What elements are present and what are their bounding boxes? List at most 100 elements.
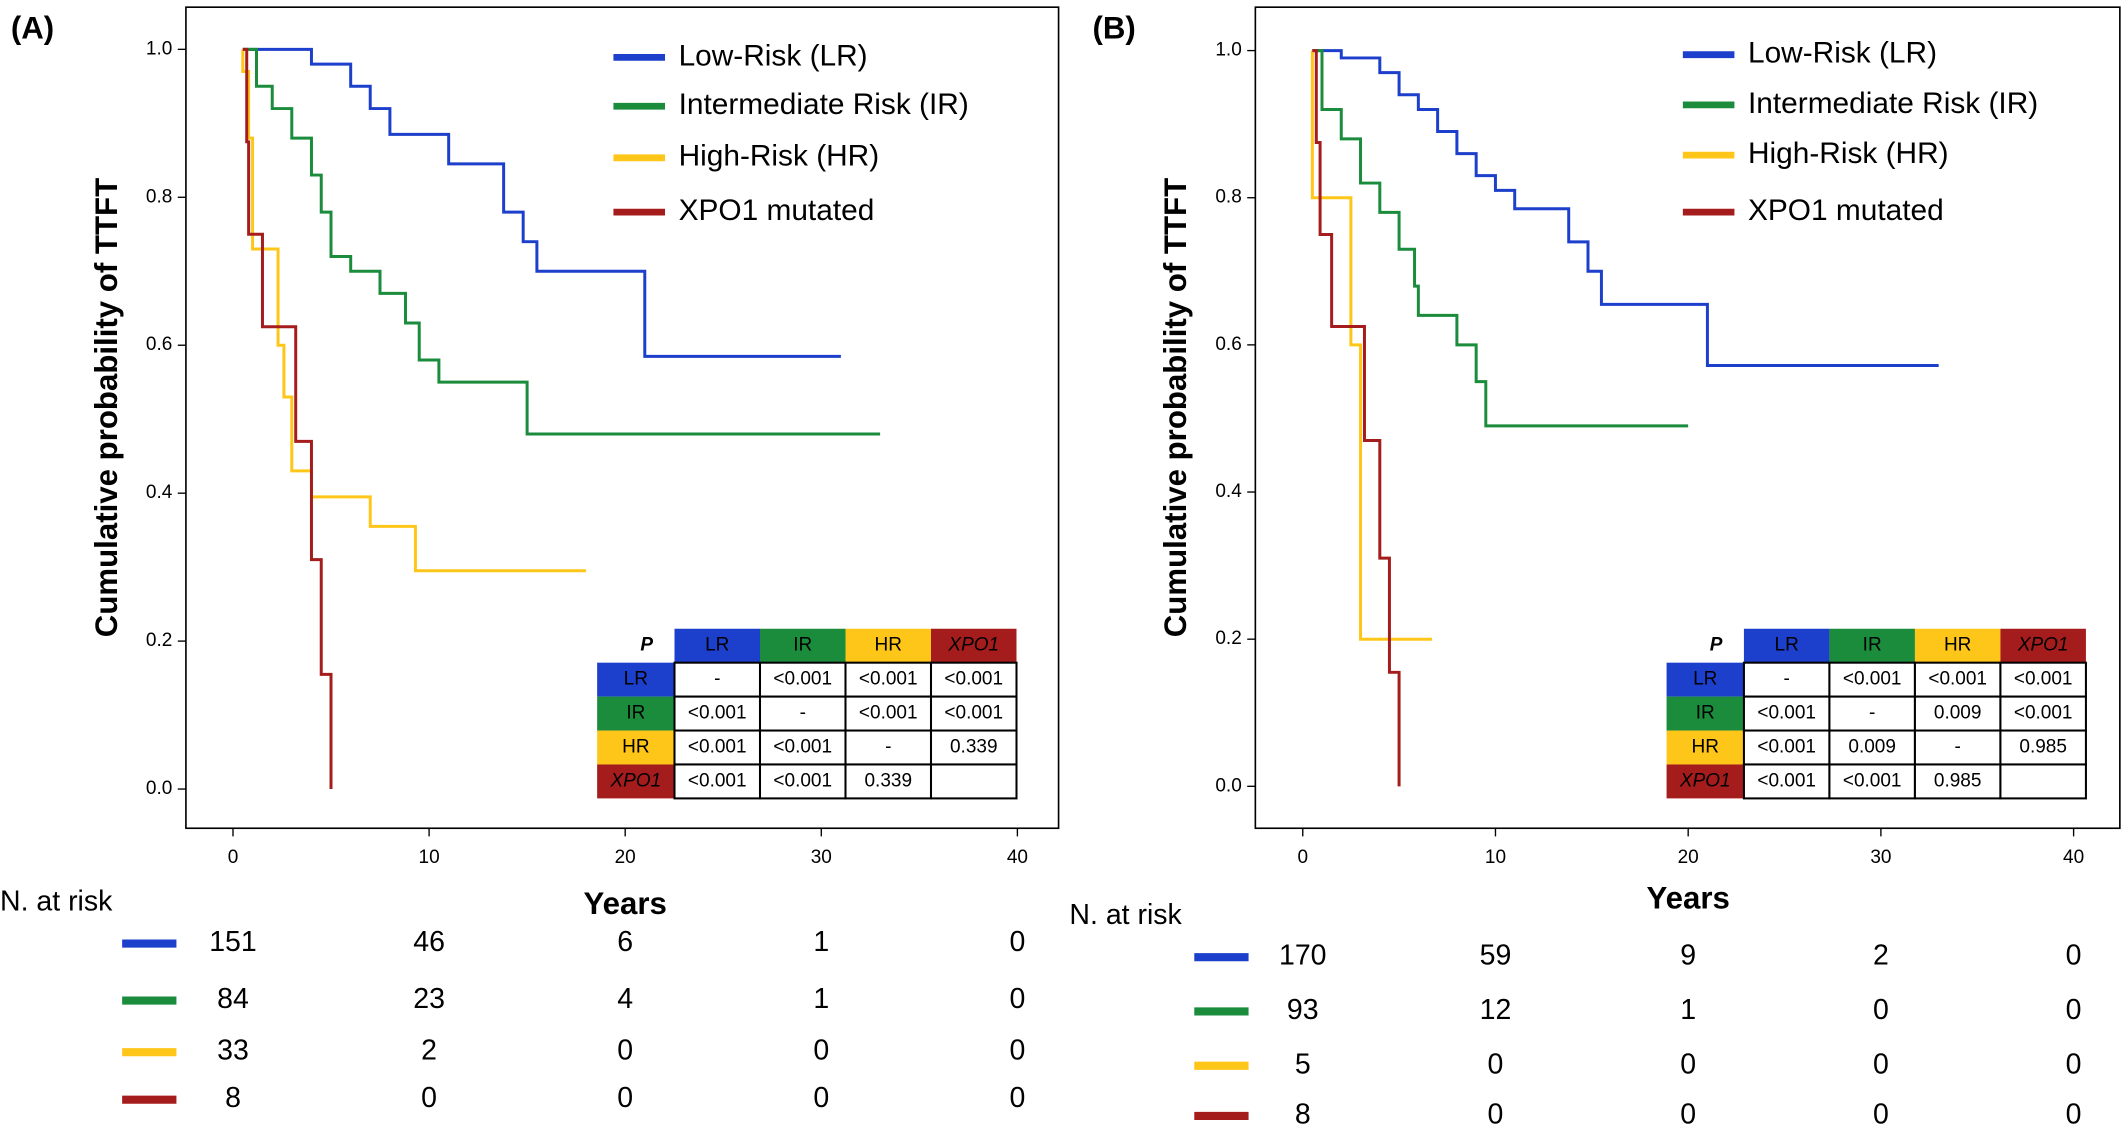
table-header-cell xyxy=(2000,628,2086,663)
plot-frame xyxy=(185,6,1060,830)
p-value: <0.001 xyxy=(2014,703,2073,724)
at-risk-count: 0 xyxy=(1680,1098,1696,1130)
x-tick-label: 20 xyxy=(1678,847,1699,868)
y-tick-label: 0.4 xyxy=(146,482,173,503)
at-risk-count: 0 xyxy=(1873,994,1889,1026)
p-value: <0.001 xyxy=(773,770,832,791)
p-value: - xyxy=(800,703,806,724)
table-cell xyxy=(929,661,1018,698)
table-cell xyxy=(929,695,1018,732)
legend-label: Intermediate Risk (IR) xyxy=(679,88,969,121)
x-tick-label: 10 xyxy=(1485,847,1506,868)
table-header-cell xyxy=(931,628,1017,663)
at-risk-count: 0 xyxy=(1873,1048,1889,1080)
table-row-header-cell xyxy=(1666,764,1744,799)
panel-label: (B) xyxy=(1093,11,1136,46)
p-value: <0.001 xyxy=(1843,669,1902,690)
p-value: 0.985 xyxy=(1934,770,1982,791)
table-header-cell xyxy=(1914,628,2001,663)
table-cell xyxy=(1913,661,2002,698)
table-header: XPO1 xyxy=(2017,635,2069,656)
table-header-cell xyxy=(845,628,931,663)
p-value: 0.009 xyxy=(1848,737,1896,758)
table-cell xyxy=(844,695,933,732)
at-risk-label: N. at risk xyxy=(1069,899,1182,931)
p-value: <0.001 xyxy=(1757,737,1816,758)
p-value: 0.339 xyxy=(864,770,912,791)
at-risk-count: 1 xyxy=(813,926,829,958)
at-risk-count: 0 xyxy=(1873,1098,1889,1130)
y-tick-label: 0.0 xyxy=(146,778,172,799)
at-risk-count: 46 xyxy=(413,926,445,958)
table-cell xyxy=(1999,695,2087,732)
at-risk-count: 1 xyxy=(813,983,829,1015)
table-corner: P xyxy=(1710,635,1723,656)
p-value: <0.001 xyxy=(944,669,1003,690)
y-tick-label: 0.2 xyxy=(146,630,172,651)
at-risk-count: 59 xyxy=(1480,940,1512,972)
survival-curve xyxy=(1312,49,1689,428)
table-cell xyxy=(1999,763,2087,800)
table-row-header-cell xyxy=(1666,696,1744,731)
p-value: <0.001 xyxy=(688,770,747,791)
table-header: IR xyxy=(793,635,812,656)
legend-label: Intermediate Risk (IR) xyxy=(1748,87,2038,120)
at-risk-count: 0 xyxy=(1009,1035,1025,1067)
table-cell xyxy=(844,763,933,800)
table-header: LR xyxy=(1775,635,1799,656)
at-risk-count: 93 xyxy=(1287,994,1319,1026)
p-value: <0.001 xyxy=(859,703,918,724)
at-risk-count: 0 xyxy=(1009,983,1025,1015)
y-tick-label: 0.4 xyxy=(1215,481,1242,502)
table-cell xyxy=(1999,661,2087,698)
at-risk-count: 0 xyxy=(1680,1048,1696,1080)
panel-label: (A) xyxy=(11,11,54,46)
table-row-header-cell xyxy=(1666,730,1744,765)
table-row-header: LR xyxy=(1693,669,1717,690)
at-risk-count: 0 xyxy=(421,1082,437,1114)
y-tick-label: 0.8 xyxy=(1215,187,1241,208)
at-risk-count: 0 xyxy=(2066,1098,2082,1130)
p-value: - xyxy=(1784,669,1790,690)
table-row-header-cell xyxy=(597,764,675,799)
table-cell xyxy=(758,661,847,698)
p-value: <0.001 xyxy=(2014,669,2073,690)
table-cell xyxy=(844,729,933,766)
at-risk-count: 12 xyxy=(1480,994,1512,1026)
p-value: <0.001 xyxy=(1757,770,1816,791)
x-axis-label: Years xyxy=(584,886,667,921)
legend-label: High-Risk (HR) xyxy=(679,140,880,173)
y-tick-label: 0.2 xyxy=(1215,628,1241,649)
p-value: <0.001 xyxy=(944,703,1003,724)
table-header-cell xyxy=(674,628,760,663)
table-header: LR xyxy=(705,635,729,656)
table-row-header: XPO1 xyxy=(1679,770,1731,791)
table-cell xyxy=(673,695,762,732)
y-axis-label: Cumulative probability of TTFT xyxy=(89,178,124,637)
at-risk-count: 23 xyxy=(413,983,445,1015)
survival-curve xyxy=(1312,49,1939,367)
table-header: XPO1 xyxy=(947,635,999,656)
table-cell xyxy=(1913,763,2002,800)
at-risk-count: 0 xyxy=(2066,994,2082,1026)
p-value: <0.001 xyxy=(688,737,747,758)
x-tick-label: 30 xyxy=(811,847,832,868)
survival-curve xyxy=(242,47,841,358)
table-cell xyxy=(758,695,847,732)
table-header-cell xyxy=(760,628,846,663)
p-value: <0.001 xyxy=(688,703,747,724)
y-axis-label: Cumulative probability of TTFT xyxy=(1158,178,1193,637)
p-value: - xyxy=(885,737,891,758)
table-cell xyxy=(673,729,762,766)
p-value: - xyxy=(1955,737,1961,758)
x-tick-label: 20 xyxy=(615,847,636,868)
x-tick-label: 0 xyxy=(1297,847,1308,868)
at-risk-count: 0 xyxy=(813,1082,829,1114)
at-risk-count: 0 xyxy=(617,1035,633,1067)
table-row-header: LR xyxy=(624,669,648,690)
table-cell xyxy=(1913,695,2002,732)
table-header: HR xyxy=(1944,635,1971,656)
survival-curve xyxy=(242,47,881,436)
at-risk-count: 5 xyxy=(1295,1048,1311,1080)
survival-curve xyxy=(242,47,333,790)
